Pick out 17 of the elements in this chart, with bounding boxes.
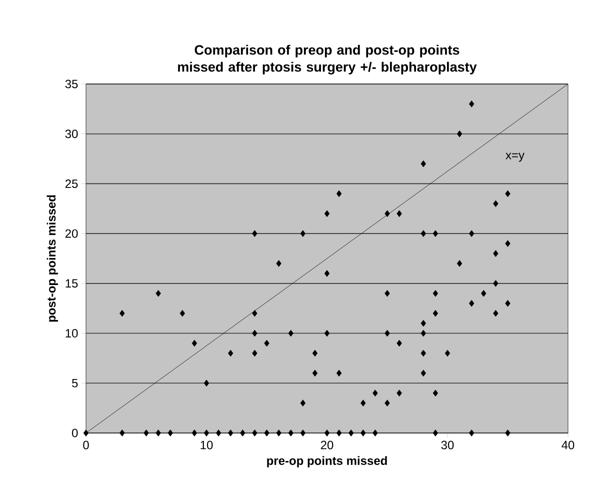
y-tick-label: 10 [66, 329, 78, 338]
y-tick-label: 30 [65, 130, 78, 138]
y-tick-label: 25 [65, 179, 78, 188]
y-tick-label: 35 [65, 80, 78, 88]
chart-title: Comparison of preop and post-op points missed after ptosis surgery +/- blepharoplasty [178, 44, 477, 74]
x-tick-label: 30 [441, 440, 454, 450]
x-tick-label: 0 [83, 440, 89, 450]
x-axis-title: pre-op points missed [267, 456, 387, 468]
x-tick-label: 10 [200, 440, 213, 450]
y-axis-title: post-op points missed [46, 195, 58, 322]
y-tick-label: 20 [65, 229, 78, 238]
x-tick-label: 20 [320, 440, 334, 450]
annotation: x=y [506, 152, 524, 162]
y-tick-label: 5 [72, 378, 78, 388]
x-tick-label: 40 [562, 440, 574, 450]
y-tick-label: 0 [72, 428, 78, 438]
y-tick-label: 15 [66, 279, 78, 288]
